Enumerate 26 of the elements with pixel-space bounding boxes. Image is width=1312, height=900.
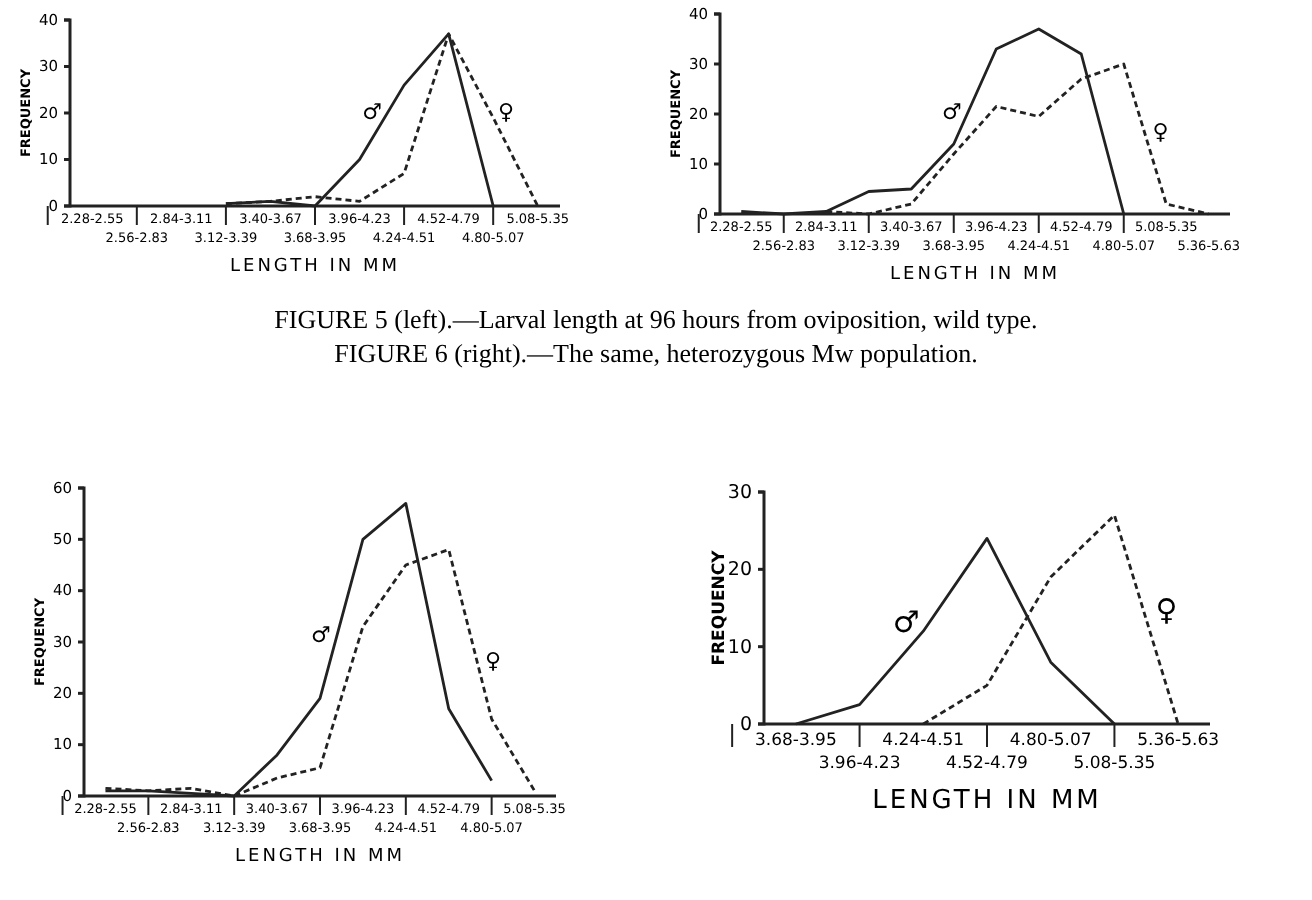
series-label: ♂ [892,604,920,641]
y-axis-title: FREQUENCY [710,548,730,666]
x-tick-label: 5.08-5.35 [1073,754,1156,774]
y-tick-label: 0 [739,714,752,737]
series-label: ♀ [1155,591,1178,628]
x-tick-label: 4.52-4.79 [946,754,1028,774]
x-tick-label: 3.68-3.95 [754,731,837,751]
x-tick-label: 4.80-5.07 [1009,731,1092,751]
y-tick-label: 10 [727,636,752,659]
x-axis-title: LENGTH IN MM [872,785,1102,816]
y-tick-label: 20 [727,559,752,582]
caption: FIGURE 5 (left).—Larval length at 96 hours from oviposition, wild type. [274,304,1038,334]
caption: FIGURE 6 (right).—The same, heterozygous Mw population. [334,338,978,368]
x-tick-label: 5.36-5.63 [1137,731,1220,751]
series-label: ♀ [497,98,515,125]
series-label: ♂ [311,622,332,649]
x-tick-label: 3.96-4.23 [818,754,901,774]
series-label: ♂ [362,98,383,125]
series-label: ♂ [941,99,962,126]
x-tick-label: 4.24-4.51 [882,731,965,751]
y-tick-label: 30 [727,482,752,505]
x-axis-title: LENGTH IN MM [230,257,400,278]
x-axis-title: LENGTH IN MM [235,847,405,868]
x-axis-title: LENGTH IN MM [890,265,1060,286]
series-label: ♀ [1152,118,1169,145]
series-label: ♀ [484,647,502,674]
